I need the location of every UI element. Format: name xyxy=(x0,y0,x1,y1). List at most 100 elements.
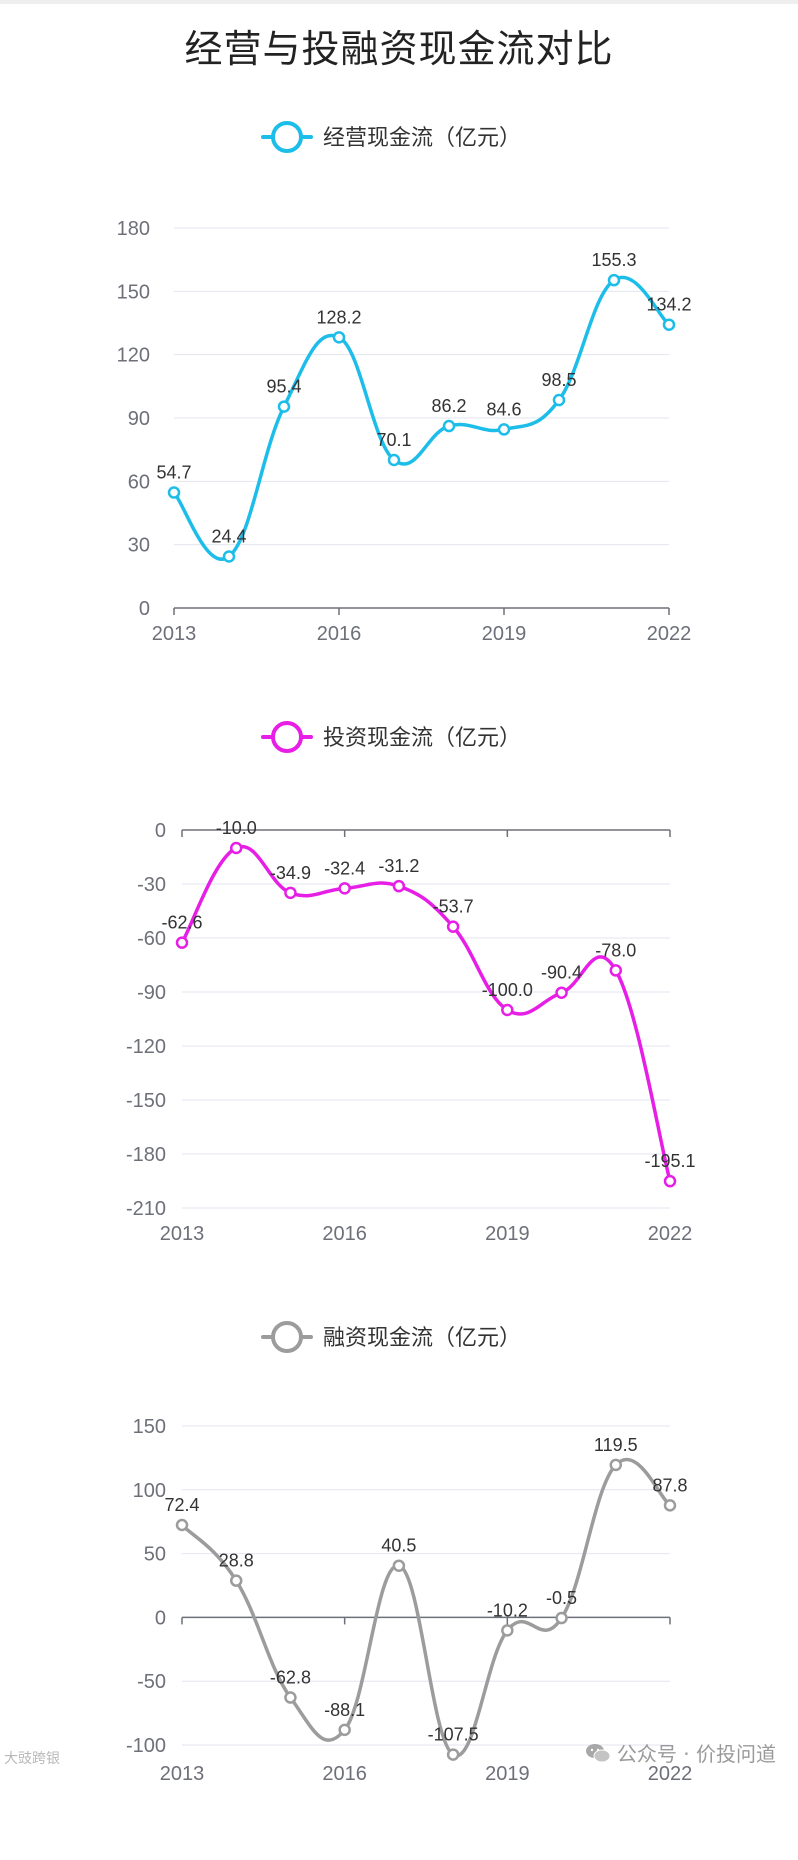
data-point xyxy=(222,550,236,563)
data-point xyxy=(175,1518,189,1532)
data-label: 86.2 xyxy=(431,396,466,416)
data-label: -62.6 xyxy=(161,913,202,933)
data-point xyxy=(662,318,676,331)
y-tick-label: 30 xyxy=(128,535,150,557)
y-tick-label: -120 xyxy=(126,1036,166,1058)
operating-cashflow-chart: 经营现金流（亿元） 180 150 120 90 60 30 0 2013 2016 2019 202… xyxy=(0,100,798,660)
watermark-right: 公众号 · 价投问道 xyxy=(585,1738,776,1767)
legend-label: 经营现金流（亿元） xyxy=(323,126,521,151)
data-label: 84.6 xyxy=(486,399,521,419)
y-tick-label: 60 xyxy=(128,471,150,493)
y-tick-label: 150 xyxy=(117,281,150,303)
series-line xyxy=(180,844,672,1182)
y-tick-label: -90 xyxy=(137,982,166,1004)
y-tick-label: 0 xyxy=(155,820,166,842)
data-point xyxy=(284,886,297,900)
data-label: -10.2 xyxy=(487,1600,528,1620)
y-tick-label: 150 xyxy=(133,1416,166,1438)
data-label: -62.8 xyxy=(270,1668,311,1688)
legend-label: 融资现金流（亿元） xyxy=(323,1326,521,1351)
chart-svg: 投资现金流（亿元） 0 -30 -60 -90 -120 -150 -180 -210 2013 2… xyxy=(126,721,696,1245)
y-tick-label: -60 xyxy=(137,928,166,950)
x-tick-label: 2013 xyxy=(160,1763,205,1785)
y-tick-label: 50 xyxy=(144,1544,166,1566)
data-label: 134.2 xyxy=(646,295,691,315)
y-tick-label: -180 xyxy=(126,1144,166,1166)
data-point xyxy=(609,1458,623,1472)
y-tick-label: 180 xyxy=(117,218,150,240)
x-tick-label: 2019 xyxy=(485,1763,530,1785)
data-label: -34.9 xyxy=(270,863,311,883)
data-label: -31.2 xyxy=(378,856,419,876)
data-label: 87.8 xyxy=(652,1475,687,1495)
data-point xyxy=(552,393,566,407)
data-label: 40.5 xyxy=(381,1536,416,1556)
data-point xyxy=(392,1559,406,1572)
watermark-left: 大豉跨银 xyxy=(4,1751,60,1767)
x-tick-label: 2013 xyxy=(152,623,197,645)
data-point xyxy=(229,841,243,855)
data-label: 98.5 xyxy=(541,370,576,390)
y-tick-label: -100 xyxy=(126,1735,166,1757)
wechat-icon xyxy=(585,1743,611,1762)
data-point xyxy=(555,1611,568,1625)
data-point xyxy=(555,986,568,999)
legend-marker xyxy=(271,1321,303,1353)
legend: 融资现金流（亿元） xyxy=(261,1321,521,1353)
y-tick-label: 90 xyxy=(128,408,150,430)
x-tick-label: 2022 xyxy=(648,1223,693,1245)
legend-marker xyxy=(271,121,303,153)
watermark-right-text: 公众号 · 价投问道 xyxy=(616,1742,776,1766)
legend-label: 投资现金流（亿元） xyxy=(323,726,521,751)
data-label: 128.2 xyxy=(316,307,361,327)
page-title: 经营与投融资现金流对比 xyxy=(184,27,614,71)
y-tick-label: -30 xyxy=(137,874,166,896)
data-point xyxy=(338,882,351,895)
y-tick-label: 0 xyxy=(139,598,150,620)
data-label: -10.0 xyxy=(216,818,257,838)
x-tick-label: 2013 xyxy=(160,1223,205,1245)
data-label: -78.0 xyxy=(595,940,636,960)
data-point xyxy=(167,486,181,499)
y-tick-label: 100 xyxy=(133,1480,166,1502)
data-label: 28.8 xyxy=(219,1551,254,1571)
data-point xyxy=(284,1691,297,1704)
x-tick-label: 2016 xyxy=(322,1223,367,1245)
data-point xyxy=(277,400,291,413)
data-label: 70.1 xyxy=(376,430,411,450)
x-tick-label: 2022 xyxy=(647,623,692,645)
data-label: -53.7 xyxy=(433,897,474,917)
series-line xyxy=(180,1457,672,1758)
legend-marker xyxy=(271,721,303,753)
y-tick-label: 120 xyxy=(117,345,150,367)
data-point xyxy=(609,964,623,977)
data-point xyxy=(175,936,189,949)
data-label: -90.4 xyxy=(541,963,582,983)
data-label: -0.5 xyxy=(546,1588,577,1608)
x-tick-label: 2016 xyxy=(317,623,362,645)
data-point xyxy=(442,419,456,433)
data-label: 24.4 xyxy=(211,526,246,546)
data-point xyxy=(392,879,406,893)
data-label: 155.3 xyxy=(591,250,636,270)
y-tick-label: -210 xyxy=(126,1198,166,1220)
y-tick-label: -150 xyxy=(126,1090,166,1112)
top-bar xyxy=(0,0,798,4)
data-point xyxy=(446,920,460,933)
data-point xyxy=(338,1723,351,1737)
data-point xyxy=(446,1748,460,1761)
data-point xyxy=(229,1574,243,1587)
data-label: -88.1 xyxy=(324,1700,365,1720)
financing-cashflow-chart: 融资现金流（亿元） 150 100 50 0 -50 -100 2013 2016 2019 202… xyxy=(0,1300,798,1860)
x-tick-label: 2016 xyxy=(322,1763,367,1785)
legend: 投资现金流（亿元） xyxy=(261,721,521,753)
data-label: -107.5 xyxy=(428,1725,479,1745)
y-tick-label: 0 xyxy=(155,1607,166,1629)
data-point xyxy=(497,423,511,436)
data-label: -195.1 xyxy=(644,1151,695,1171)
data-label: 72.4 xyxy=(164,1495,199,1515)
data-point xyxy=(501,1624,514,1637)
x-tick-label: 2019 xyxy=(485,1223,530,1245)
